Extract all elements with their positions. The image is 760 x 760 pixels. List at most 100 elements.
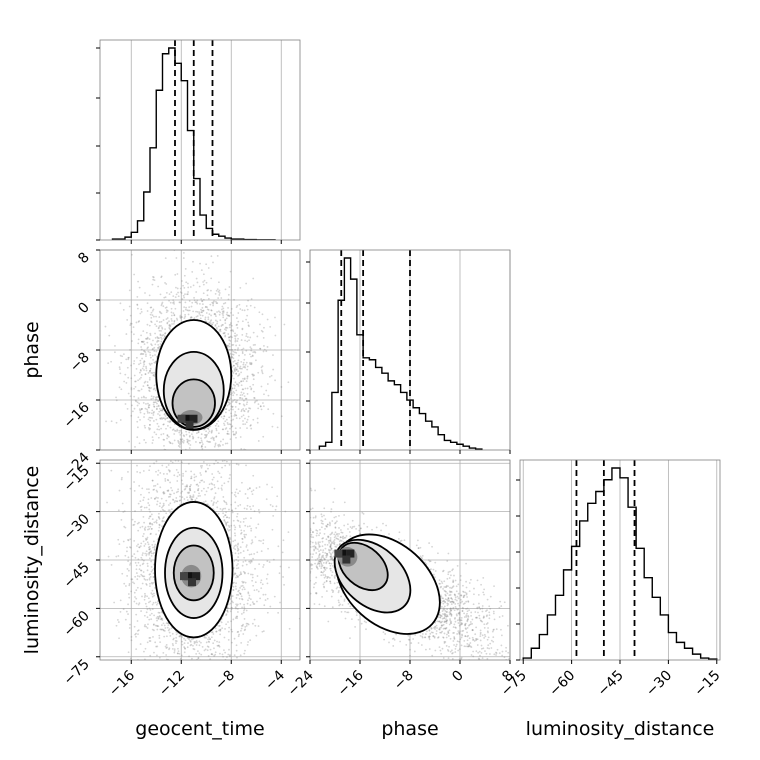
scatter-point [246, 375, 249, 378]
scatter-point [233, 398, 236, 401]
scatter-point [187, 282, 189, 285]
scatter-point [153, 384, 156, 387]
scatter-point [222, 438, 225, 441]
scatter-point [162, 698, 164, 700]
scatter-point [200, 308, 202, 311]
scatter-point [183, 651, 186, 654]
scatter-point [206, 289, 209, 292]
scatter-point [186, 663, 188, 665]
scatter-point [169, 301, 172, 304]
scatter-point [129, 563, 131, 566]
scatter-point [231, 387, 234, 390]
scatter-point [248, 407, 250, 410]
scatter-point [141, 407, 143, 410]
scatter-point [261, 372, 264, 375]
scatter-point [154, 624, 157, 627]
scatter-point [235, 417, 238, 420]
scatter-point [240, 585, 243, 588]
scatter-point [134, 561, 137, 564]
scatter-point [166, 667, 168, 669]
scatter-point [257, 371, 260, 374]
scatter-point [155, 433, 158, 436]
scatter-point [222, 311, 225, 314]
scatter-point [153, 401, 156, 404]
scatter-point [241, 393, 244, 396]
scatter-point [260, 369, 263, 372]
scatter-point [160, 618, 163, 621]
scatter-point [243, 517, 245, 520]
scatter-point [263, 348, 266, 351]
scatter-point [251, 539, 253, 541]
scatter-point [173, 648, 176, 650]
scatter-point [234, 332, 236, 335]
scatter-point [173, 320, 176, 323]
scatter-point [274, 508, 277, 511]
scatter-point [200, 439, 203, 442]
scatter-point [150, 362, 153, 365]
scatter-point [217, 325, 220, 328]
scatter-point [249, 353, 251, 356]
scatter-point [148, 389, 150, 392]
scatter-point [249, 385, 252, 388]
scatter-point [150, 570, 153, 573]
scatter-point [156, 402, 158, 405]
x-ticks: −75 −60 −45 −30 −15 [498, 660, 724, 700]
scatter-point [215, 501, 218, 504]
scatter-point [170, 663, 172, 665]
scatter-point [208, 321, 211, 324]
scatter-point [214, 442, 217, 445]
scatter-point [216, 311, 218, 313]
scatter-point [224, 420, 227, 423]
scatter-point [144, 426, 147, 429]
scatter-point [253, 603, 256, 605]
scatter-point [161, 464, 164, 467]
scatter-point [183, 306, 186, 308]
scatter-point [142, 365, 145, 368]
scatter-point [172, 428, 175, 431]
scatter-point [168, 493, 171, 496]
scatter-point [169, 442, 172, 445]
scatter-point [191, 453, 193, 455]
scatter-point [190, 477, 193, 479]
scatter-point [213, 437, 215, 439]
scatter-point [155, 519, 158, 522]
scatter-point [195, 441, 197, 443]
scatter-point [149, 367, 152, 370]
scatter-point [162, 319, 165, 321]
scatter-point [224, 318, 227, 321]
scatter-point [163, 624, 166, 627]
scatter-point [198, 640, 201, 643]
scatter-point [245, 335, 248, 337]
scatter-point [236, 545, 239, 548]
scatter-point [150, 343, 152, 346]
scatter-point [167, 664, 169, 666]
scatter-point [162, 628, 165, 631]
scatter-point [231, 336, 233, 339]
scatter-point [133, 273, 136, 276]
scatter-point [173, 492, 175, 495]
scatter-point [156, 422, 159, 425]
scatter-point [221, 466, 223, 469]
scatter-point [249, 363, 252, 365]
scatter-point [153, 346, 156, 349]
scatter-point [140, 346, 143, 348]
scatter-point [186, 293, 189, 296]
scatter-point [250, 363, 253, 366]
scatter-point [157, 436, 160, 439]
scatter-point [234, 528, 236, 531]
scatter-point [155, 533, 157, 536]
scatter-point [219, 330, 222, 333]
scatter-point [124, 453, 126, 455]
scatter-point [169, 481, 171, 484]
scatter-point [229, 423, 232, 426]
scatter-point [237, 463, 240, 466]
scatter-point [227, 333, 230, 335]
scatter-point [154, 401, 157, 403]
scatter-point [250, 451, 252, 453]
scatter-point [138, 363, 140, 366]
scatter-point [204, 436, 206, 439]
scatter-point [236, 317, 238, 319]
scatter-point [234, 539, 237, 542]
scatter-point [146, 616, 149, 619]
scatter-point [180, 457, 182, 459]
